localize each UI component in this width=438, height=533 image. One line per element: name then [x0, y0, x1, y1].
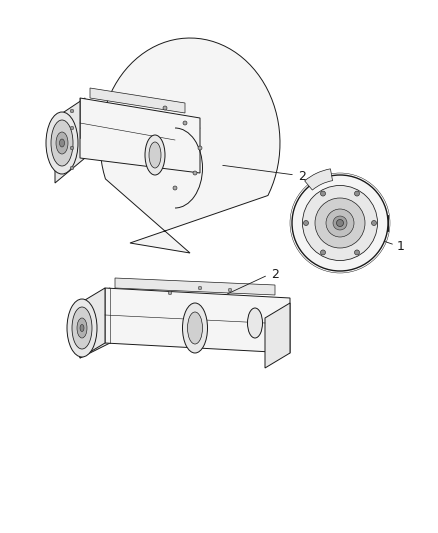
- Ellipse shape: [77, 318, 87, 338]
- Circle shape: [173, 186, 177, 190]
- Polygon shape: [80, 288, 110, 358]
- Ellipse shape: [56, 132, 68, 154]
- Ellipse shape: [149, 142, 161, 168]
- Circle shape: [70, 126, 74, 130]
- Ellipse shape: [315, 198, 365, 248]
- Ellipse shape: [333, 216, 347, 230]
- Polygon shape: [80, 98, 200, 173]
- Circle shape: [304, 221, 308, 225]
- Ellipse shape: [247, 308, 262, 338]
- Ellipse shape: [72, 307, 92, 349]
- Polygon shape: [80, 293, 290, 318]
- Text: 2: 2: [298, 169, 306, 182]
- Circle shape: [70, 146, 74, 150]
- Circle shape: [70, 109, 74, 113]
- Text: 2: 2: [271, 269, 279, 281]
- Ellipse shape: [145, 135, 165, 175]
- Circle shape: [371, 221, 377, 225]
- Circle shape: [183, 121, 187, 125]
- Polygon shape: [100, 38, 280, 253]
- Polygon shape: [105, 288, 290, 353]
- Circle shape: [354, 250, 360, 255]
- Polygon shape: [115, 278, 275, 295]
- Polygon shape: [80, 288, 105, 358]
- Ellipse shape: [67, 299, 97, 357]
- Ellipse shape: [51, 120, 73, 166]
- Circle shape: [321, 250, 325, 255]
- Circle shape: [321, 191, 325, 196]
- Ellipse shape: [326, 209, 354, 237]
- Ellipse shape: [183, 303, 208, 353]
- Ellipse shape: [46, 112, 78, 174]
- Polygon shape: [292, 215, 388, 231]
- Text: 1: 1: [397, 239, 405, 253]
- Circle shape: [70, 166, 74, 170]
- Circle shape: [168, 291, 172, 295]
- Circle shape: [198, 146, 202, 150]
- Ellipse shape: [80, 325, 84, 332]
- Circle shape: [198, 286, 202, 290]
- Wedge shape: [305, 169, 332, 190]
- Polygon shape: [90, 88, 185, 113]
- Ellipse shape: [292, 175, 388, 271]
- Circle shape: [228, 288, 232, 292]
- Polygon shape: [55, 108, 200, 143]
- Ellipse shape: [336, 220, 343, 227]
- Circle shape: [354, 191, 360, 196]
- Ellipse shape: [303, 185, 378, 261]
- Polygon shape: [265, 303, 290, 368]
- Ellipse shape: [60, 139, 64, 147]
- Polygon shape: [55, 98, 85, 183]
- Circle shape: [163, 106, 167, 110]
- Circle shape: [193, 171, 197, 175]
- Ellipse shape: [187, 312, 202, 344]
